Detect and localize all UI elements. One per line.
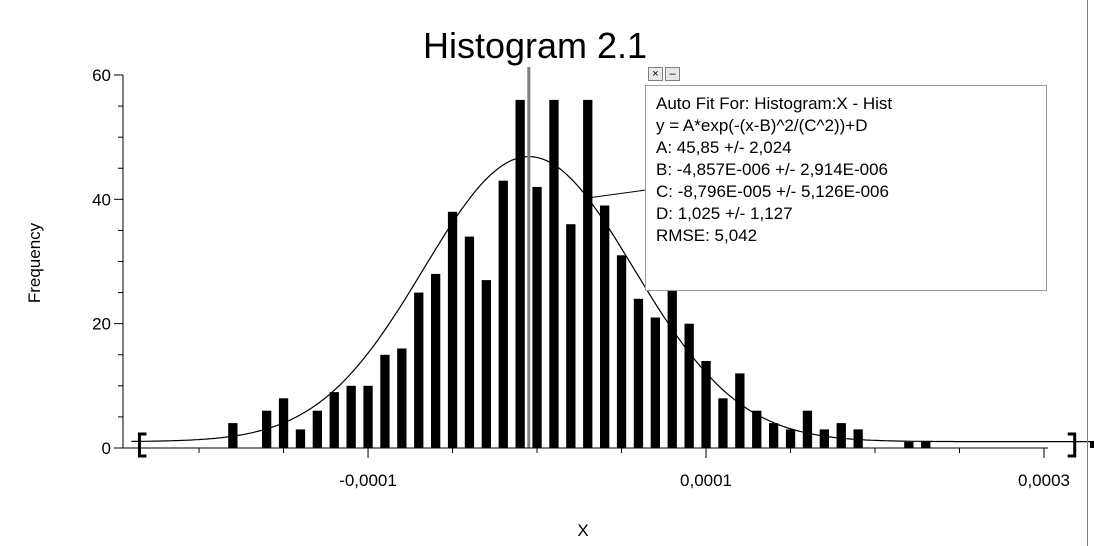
histogram-bar — [363, 385, 373, 448]
close-icon[interactable]: × — [648, 67, 663, 81]
x-axis-ticks: -0,0001 0,0001 0,0003 — [198, 448, 1070, 490]
histogram-bar — [329, 392, 339, 448]
histogram-bar — [600, 205, 610, 448]
window-frame — [1087, 0, 1088, 546]
annotation-buttons: × – — [648, 67, 680, 83]
histogram-bar — [549, 99, 559, 449]
fit-equation: y = A*exp(-(x-B)^2/(C^2))+D — [656, 116, 868, 135]
histogram-bar — [701, 361, 711, 448]
fit-title: Auto Fit For: Histogram:X - Hist — [656, 94, 893, 113]
fit-param-c: C: -8,796E-005 +/- 5,126E-006 — [656, 182, 889, 201]
x-tick-label: 0,0003 — [1018, 471, 1070, 490]
histogram-bar — [735, 373, 745, 448]
histogram-bar — [346, 385, 356, 448]
histogram-bar — [785, 429, 796, 448]
histogram-bar — [464, 236, 475, 448]
y-tick-label: 60 — [92, 66, 111, 85]
histogram-bar — [633, 298, 644, 448]
histogram-bar — [312, 410, 322, 448]
histogram-bar — [431, 273, 441, 448]
histogram-bars — [228, 99, 1094, 449]
histogram-bar — [752, 410, 762, 448]
minimize-icon[interactable]: – — [665, 67, 680, 81]
left-range-bracket[interactable] — [137, 432, 147, 458]
histogram-bar — [650, 317, 660, 448]
auto-fit-annotation[interactable]: Auto Fit For: Histogram:X - Hist y = A*e… — [645, 85, 1047, 291]
annotation-leader-line — [587, 189, 647, 199]
y-tick-label: 20 — [92, 315, 111, 334]
fit-rmse: RMSE: 5,042 — [656, 226, 758, 245]
histogram-bar — [295, 429, 306, 448]
histogram-bar — [769, 423, 779, 448]
histogram-bar — [515, 99, 525, 449]
histogram-bar — [802, 410, 813, 448]
range-brackets[interactable] — [137, 432, 1077, 458]
histogram-bar — [447, 211, 458, 448]
histogram-bar — [498, 180, 508, 448]
fit-param-b: B: -4,857E-006 +/- 2,914E-006 — [656, 160, 889, 179]
fit-param-a: A: 45,85 +/- 2,024 — [656, 138, 792, 157]
histogram-bar — [397, 348, 407, 448]
histogram-bar — [380, 354, 390, 449]
x-tick-label: 0,0001 — [680, 471, 732, 490]
histogram-bar — [1090, 441, 1094, 448]
histogram-bar — [667, 280, 677, 448]
fit-curve — [131, 155, 1094, 443]
histogram-bar — [718, 398, 728, 448]
x-axis-label: X — [577, 521, 588, 540]
histogram-bar — [904, 441, 914, 448]
fit-param-d: D: 1,025 +/- 1,127 — [656, 204, 793, 223]
histogram-bar — [583, 99, 593, 449]
right-range-bracket[interactable] — [1067, 432, 1077, 458]
y-tick-label: 0 — [102, 439, 111, 458]
y-axis-label: Frequency — [25, 222, 44, 303]
chart-title: Histogram 2.1 — [423, 25, 647, 66]
histogram-bar — [836, 423, 846, 448]
histogram-bar — [228, 423, 238, 448]
histogram-bar — [481, 280, 491, 448]
x-tick-label: -0,0001 — [339, 471, 397, 490]
y-axis-ticks: 0 20 40 60 — [92, 66, 123, 458]
y-tick-label: 40 — [92, 190, 111, 209]
histogram-bar — [921, 441, 931, 448]
histogram-bar — [616, 255, 627, 448]
histogram-bar — [819, 429, 829, 448]
histogram-bar — [414, 292, 424, 448]
histogram-bar — [566, 224, 576, 448]
histogram-bar — [853, 429, 863, 448]
histogram-bar — [532, 186, 542, 448]
histogram-bar — [684, 323, 694, 448]
